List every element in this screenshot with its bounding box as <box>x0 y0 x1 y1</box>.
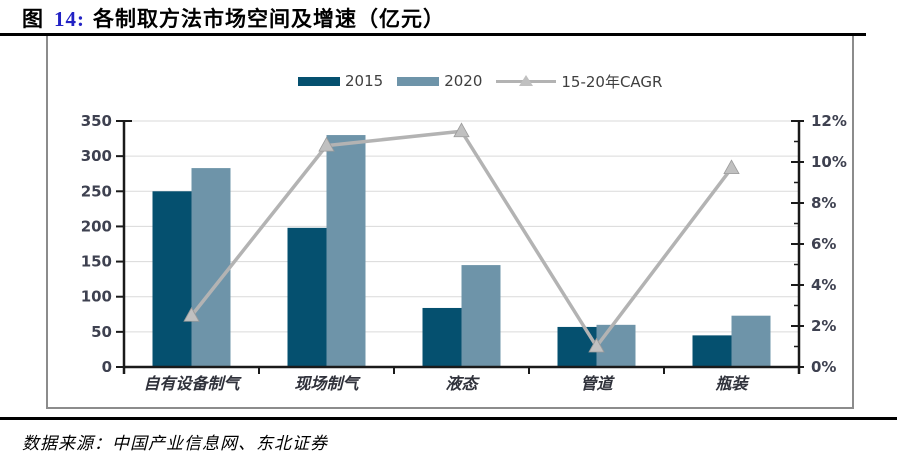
legend-label-2020: 2020 <box>444 72 483 90</box>
source-label: 数据来源： <box>22 434 112 453</box>
category-label: 瓶装 <box>715 374 750 393</box>
source-text: 中国产业信息网、东北证券 <box>112 434 328 453</box>
left-axis-tick-label: 300 <box>81 147 112 165</box>
figure-title: 图 14: 各制取方法市场空间及增速（亿元） <box>22 3 445 33</box>
right-axis-tick-label: 12% <box>811 112 847 130</box>
left-axis-tick-label: 100 <box>81 288 112 306</box>
triangle-marker-icon <box>519 74 534 86</box>
left-axis-tick-label: 150 <box>81 253 112 271</box>
bar-2020-瓶装 <box>731 315 771 367</box>
left-axis-tick-label: 350 <box>81 112 112 130</box>
bar-2020-自有设备制气 <box>191 168 231 367</box>
bar-2020-管道 <box>596 324 636 367</box>
left-axis-tick-label: 250 <box>81 182 112 200</box>
legend-line-marker-icon <box>496 74 557 86</box>
bar-2020-现场制气 <box>326 135 366 367</box>
bar-2015-自有设备制气 <box>152 191 192 367</box>
right-axis-tick-label: 10% <box>811 153 847 171</box>
title-underline <box>0 33 866 36</box>
figure-number: 14: <box>54 7 85 31</box>
legend-label-2015: 2015 <box>345 72 384 90</box>
left-axis-tick-label: 0 <box>102 358 112 376</box>
legend-swatch-2020 <box>397 76 440 86</box>
cagr-marker <box>723 159 740 175</box>
cagr-marker <box>588 337 605 353</box>
legend-item-2015: 2015 <box>298 72 383 90</box>
right-axis-tick-label: 4% <box>811 276 836 294</box>
category-label: 管道 <box>580 374 615 393</box>
footer-rule <box>0 417 897 420</box>
legend-item-2020: 2020 <box>397 72 482 90</box>
bar-2015-液态 <box>422 307 462 367</box>
legend-item-cagr: 15-20年CAGR <box>496 71 662 92</box>
bar-2015-管道 <box>557 326 597 367</box>
source-line: 数据来源：中国产业信息网、东北证券 <box>22 429 328 454</box>
right-axis-tick-label: 6% <box>811 235 836 253</box>
legend-swatch-2015 <box>298 76 340 86</box>
legend-label-cagr: 15-20年CAGR <box>561 72 663 91</box>
bar-2015-现场制气 <box>287 227 327 367</box>
category-label: 自有设备制气 <box>143 374 242 393</box>
chart-frame: 0 50 100 150 200 250 300 350 0% 2% 4% 6% 8% 10% 12% 自有设… <box>46 36 854 409</box>
legend: 2015 2020 15-20年CAGR <box>298 70 662 92</box>
left-axis-tick-label: 50 <box>91 323 112 341</box>
cagr-marker <box>183 306 200 322</box>
right-axis-tick-label: 8% <box>811 194 836 212</box>
category-label: 液态 <box>445 374 480 393</box>
cagr-marker <box>453 122 470 138</box>
left-axis-tick-label: 200 <box>81 217 112 235</box>
right-axis-tick-label: 0% <box>811 358 836 376</box>
figure-title-text: 各制取方法市场空间及增速（亿元） <box>93 7 445 31</box>
chart-canvas: 0 50 100 150 200 250 300 350 0% 2% 4% 6% 8% 10% 12% 自有设… <box>81 112 847 393</box>
bar-2020-液态 <box>461 265 501 367</box>
category-label: 现场制气 <box>294 374 361 393</box>
figure-title-prefix: 图 <box>22 7 44 31</box>
right-axis-tick-label: 2% <box>811 317 836 335</box>
bar-2015-瓶装 <box>692 335 732 367</box>
cagr-marker <box>318 136 335 152</box>
